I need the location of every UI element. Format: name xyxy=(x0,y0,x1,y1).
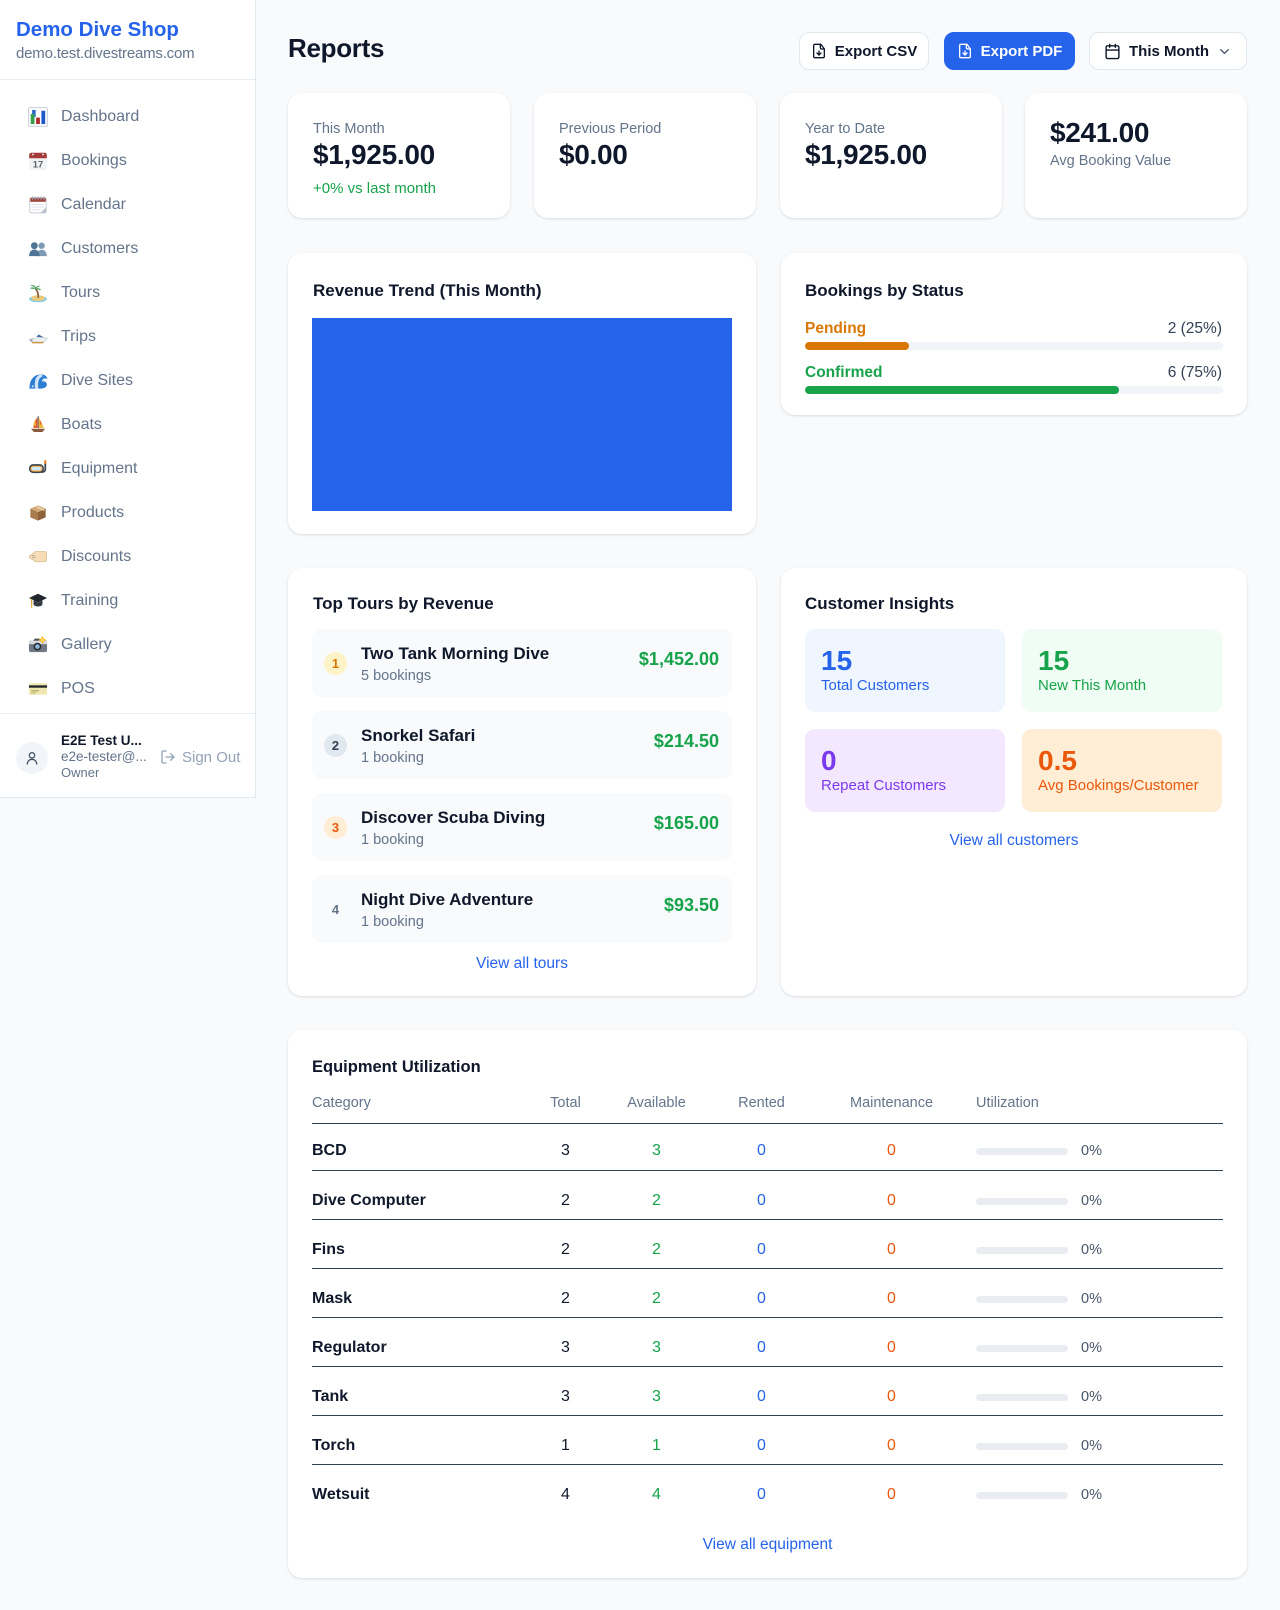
svg-text:17: 17 xyxy=(33,158,43,169)
